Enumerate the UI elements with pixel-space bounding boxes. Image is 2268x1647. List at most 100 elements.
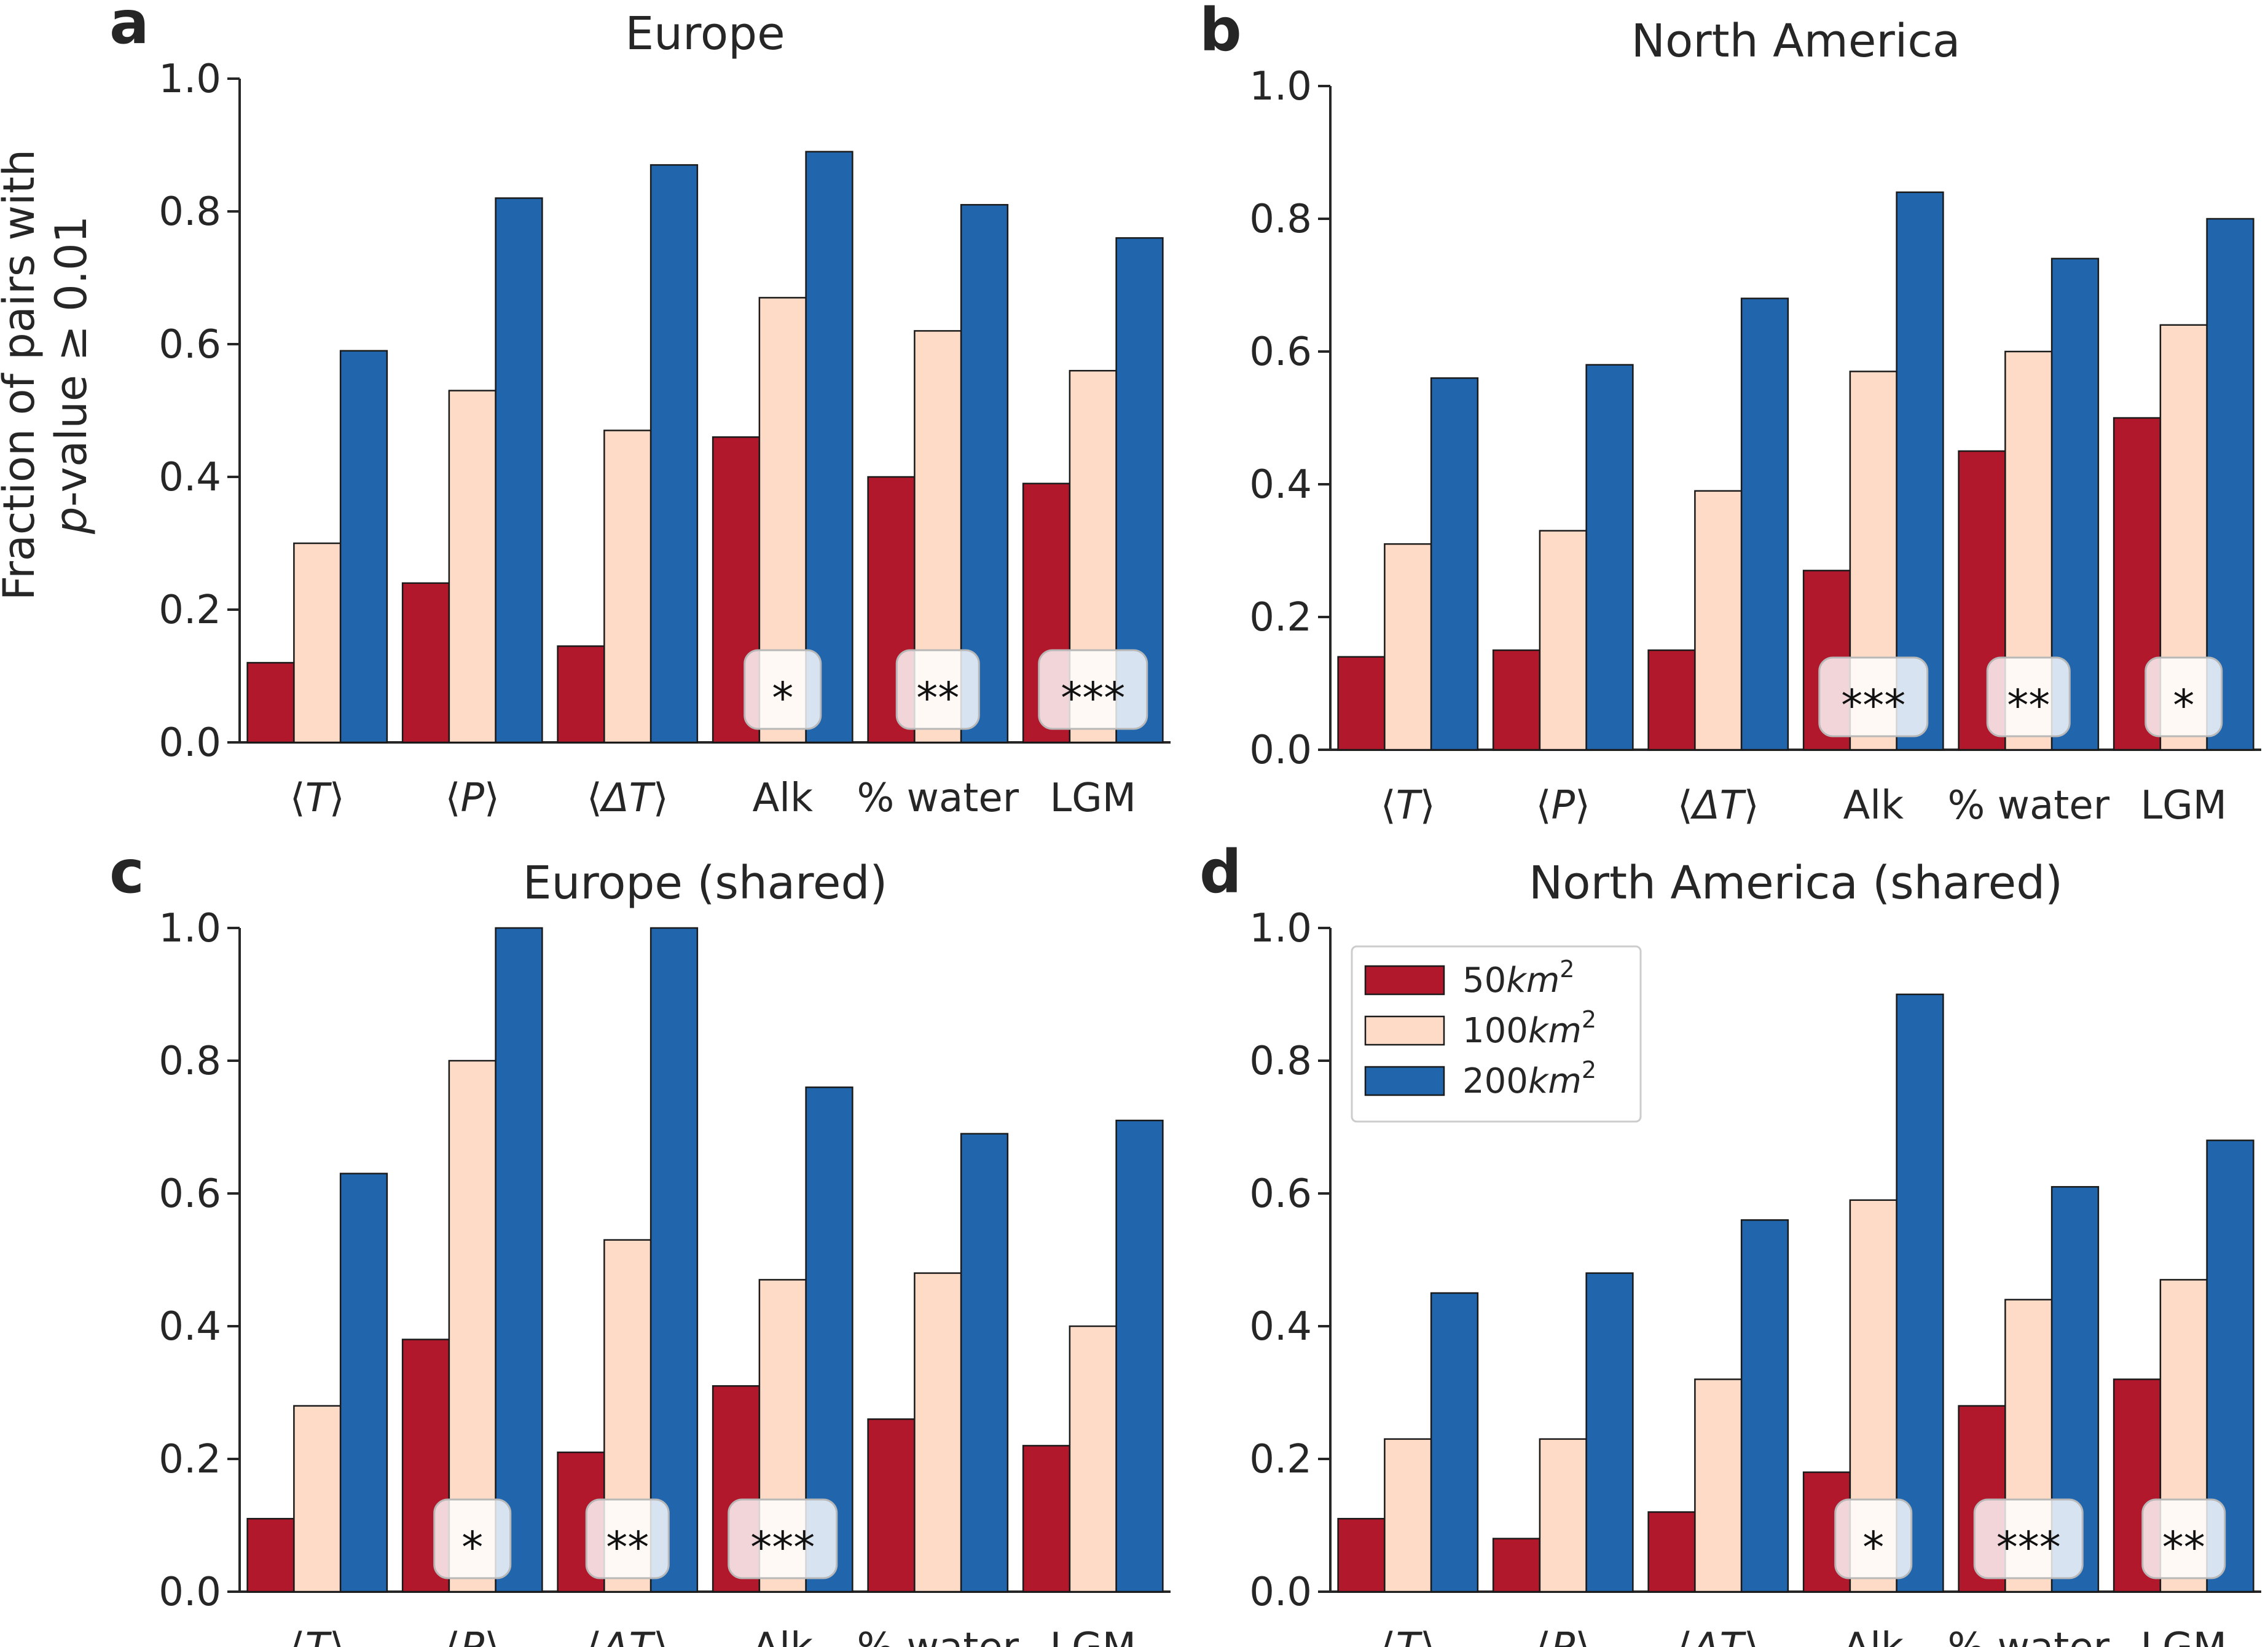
panel-title: North America xyxy=(1631,15,1961,68)
bar-200km2 xyxy=(339,350,388,744)
y-tick-label: 0.4 xyxy=(1249,462,1312,508)
y-tick-label: 0.2 xyxy=(1249,1437,1312,1482)
x-tick-label: ⟨ΔT⟩ xyxy=(587,776,669,821)
y-tick-label: 0.6 xyxy=(159,322,221,368)
x-tick-label: Alk xyxy=(1843,1625,1904,1647)
y-tick-label: 1.0 xyxy=(1249,64,1312,109)
x-tick-label: Alk xyxy=(752,776,813,821)
y-tick-label: 0.2 xyxy=(159,1437,221,1482)
y-tick-label: 0.4 xyxy=(159,1304,221,1350)
bar-50km2 xyxy=(246,662,295,744)
bar-50km2 xyxy=(1492,649,1541,751)
panel-letter: c xyxy=(109,838,144,906)
y-tick-label: 0.0 xyxy=(159,720,221,766)
bar-200km2 xyxy=(649,927,699,1593)
bar-200km2 xyxy=(2050,257,2100,751)
y-tick-label: 0.0 xyxy=(159,1570,221,1615)
legend-swatch xyxy=(1364,965,1445,996)
bar-50km2 xyxy=(1337,656,1386,751)
bar-50km2 xyxy=(1022,1445,1071,1593)
legend-swatch xyxy=(1364,1066,1445,1096)
significance-box xyxy=(728,1498,838,1579)
significance-box xyxy=(1834,1498,1913,1579)
panel-letter: b xyxy=(1199,0,1242,65)
x-tick-label: ⟨T⟩ xyxy=(290,776,345,821)
bar-50km2 xyxy=(246,1517,295,1593)
x-tick-label: LGM xyxy=(1050,776,1136,821)
panel-title: Europe (shared) xyxy=(523,857,888,910)
x-tick-label: ⟨ΔT⟩ xyxy=(587,1625,669,1647)
x-tick-label: ⟨T⟩ xyxy=(1381,783,1435,828)
bar-200km2 xyxy=(339,1173,388,1593)
x-tick-label: % water xyxy=(857,776,1019,821)
y-tick-label: 0.6 xyxy=(1249,329,1312,375)
legend: 50km2 100km2 200km2 xyxy=(1351,945,1642,1123)
bar-200km2 xyxy=(1430,1292,1479,1593)
significance-stars: ** xyxy=(606,1522,649,1573)
legend-swatch xyxy=(1364,1015,1445,1046)
y-tick-label: 0.6 xyxy=(159,1171,221,1217)
bar-100km2 xyxy=(448,390,496,744)
significance-stars: *** xyxy=(1061,673,1125,723)
bar-200km2 xyxy=(1430,377,1479,751)
significance-stars: ** xyxy=(2007,680,2050,731)
significance-box xyxy=(585,1498,670,1579)
bar-50km2 xyxy=(1337,1517,1386,1593)
significance-box xyxy=(1986,656,2071,737)
x-tick-label: LGM xyxy=(2141,1625,2227,1647)
x-tick-label: ⟨T⟩ xyxy=(1381,1625,1435,1647)
x-tick-label: ⟨P⟩ xyxy=(445,1625,500,1647)
x-tick-label: ⟨P⟩ xyxy=(1536,1625,1590,1647)
y-tick-label: 0.8 xyxy=(1249,1039,1312,1084)
panel-letter: d xyxy=(1199,838,1242,906)
x-tick-label: ⟨T⟩ xyxy=(290,1625,345,1647)
x-tick-label: LGM xyxy=(1050,1625,1136,1647)
panel-c: c Europe (shared) 0.0 0.2 0.4 0.6 0.8 1.0 ⟨T⟩ ⟨P⟩… xyxy=(109,838,1171,1647)
y-tick-label: 0.2 xyxy=(1249,595,1312,640)
bar-200km2 xyxy=(1585,364,1634,751)
legend-label: 50km2 xyxy=(1462,956,1574,1000)
bar-100km2 xyxy=(1539,1438,1587,1593)
bar-200km2 xyxy=(1115,1119,1164,1593)
bar-200km2 xyxy=(495,197,543,744)
significance-stars: * xyxy=(1862,1522,1884,1573)
significance-stars: *** xyxy=(1841,680,1905,731)
panel-b: b North America 0.0 0.2 0.4 0.6 0.8 1.0 ⟨T⟩ ⟨P⟩ ⟨Δ… xyxy=(1199,0,2261,828)
bar-100km2 xyxy=(1694,1378,1743,1593)
y-tick-label: 1.0 xyxy=(1249,906,1312,951)
bar-100km2 xyxy=(914,1272,962,1593)
legend-label: 100km2 xyxy=(1462,1006,1596,1051)
bar-50km2 xyxy=(1492,1538,1541,1593)
bar-50km2 xyxy=(401,582,450,744)
significance-box xyxy=(1973,1498,2084,1579)
bar-100km2 xyxy=(1384,543,1432,751)
x-tick-label: % water xyxy=(1948,1625,2110,1647)
y-tick-label: 0.6 xyxy=(1249,1171,1312,1217)
y-tick-label: 0.0 xyxy=(1249,1570,1312,1615)
bar-100km2 xyxy=(293,542,342,744)
bar-100km2 xyxy=(603,430,652,744)
bar-100km2 xyxy=(293,1405,342,1593)
bar-50km2 xyxy=(867,1418,916,1593)
bar-200km2 xyxy=(495,927,543,1593)
significance-stars: *** xyxy=(750,1522,815,1573)
y-axis-label-line2: p-value ≥ 0.01 xyxy=(46,216,96,535)
bar-200km2 xyxy=(1740,1219,1789,1593)
bar-200km2 xyxy=(2206,218,2254,751)
significance-stars: ** xyxy=(916,673,959,723)
bar-50km2 xyxy=(557,645,605,744)
x-tick-label: Alk xyxy=(1843,783,1904,828)
y-tick-label: 1.0 xyxy=(159,57,221,102)
bar-100km2 xyxy=(1069,1325,1117,1593)
panel-title: North America (shared) xyxy=(1529,857,2063,910)
legend-label: 200km2 xyxy=(1462,1056,1596,1101)
x-tick-label: LGM xyxy=(2141,783,2227,828)
x-tick-label: ⟨ΔT⟩ xyxy=(1677,1625,1759,1647)
y-tick-label: 0.4 xyxy=(1249,1304,1312,1350)
bar-200km2 xyxy=(805,151,853,744)
y-tick-label: 1.0 xyxy=(159,906,221,951)
x-tick-label: ⟨ΔT⟩ xyxy=(1677,783,1759,828)
significance-box xyxy=(1038,649,1148,730)
x-tick-label: ⟨P⟩ xyxy=(445,776,500,821)
